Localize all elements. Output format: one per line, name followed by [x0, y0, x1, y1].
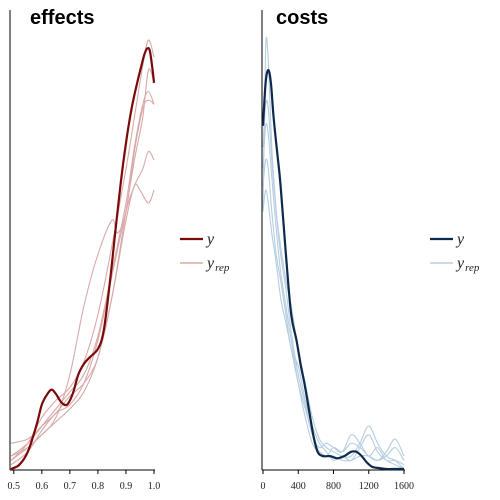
effects-x-tick-label: 0.5 — [8, 481, 21, 492]
costs-x-tick-label: 1600 — [394, 481, 414, 492]
effects-yrep-line-6 — [10, 68, 155, 461]
costs-yrep-line-4 — [262, 122, 405, 462]
effects-x-tick-label: 0.7 — [64, 481, 77, 492]
costs-x-ticks: 0 400 800 1200 1600 — [261, 470, 414, 492]
effects-yrep-line-1 — [10, 39, 155, 461]
effects-legend: y yrep — [180, 231, 230, 274]
costs-x-tick-label: 800 — [326, 481, 341, 492]
effects-x-tick-label: 0.9 — [120, 481, 133, 492]
costs-legend-y-label: y — [455, 231, 465, 248]
effects-x-ticks: 0.5 0.6 0.7 0.8 0.9 1.0 — [8, 470, 161, 492]
costs-yrep-line-1 — [262, 36, 405, 466]
effects-x-tick-label: 0.8 — [92, 481, 105, 492]
costs-panel: costs 0 400 800 1200 1600 y yrep — [261, 7, 480, 492]
costs-legend-yrep-label: yrep — [455, 255, 480, 274]
costs-yrep-line-5 — [262, 99, 405, 470]
effects-yrep-line-5 — [10, 90, 155, 457]
costs-legend-yrep-base: y — [455, 255, 465, 272]
effects-legend-yrep-sub: rep — [215, 262, 230, 274]
effects-panel: effects 0.5 0.6 0.7 0.8 0.9 1.0 y yrep — [8, 7, 230, 492]
effects-y-line — [10, 46, 156, 471]
costs-x-tick-label: 0 — [261, 481, 266, 492]
effects-yrep-lines — [10, 39, 155, 466]
effects-legend-y-label: y — [205, 231, 215, 248]
effects-legend-yrep-label: yrep — [205, 255, 230, 274]
costs-legend: y yrep — [430, 231, 480, 274]
effects-x-tick-label: 0.6 — [36, 481, 49, 492]
effects-title: effects — [30, 7, 94, 29]
effects-yrep-line-4 — [10, 150, 155, 466]
effects-yrep-line-2 — [10, 99, 155, 457]
costs-x-tick-label: 400 — [291, 481, 306, 492]
costs-title: costs — [276, 7, 328, 29]
costs-y-line — [261, 68, 404, 471]
costs-x-tick-label: 1200 — [359, 481, 379, 492]
costs-yrep-line-3 — [262, 158, 405, 470]
costs-legend-yrep-sub: rep — [465, 262, 480, 274]
effects-x-tick-label: 1.0 — [148, 481, 161, 492]
costs-yrep-lines — [262, 36, 405, 470]
effects-legend-yrep-base: y — [205, 255, 215, 272]
